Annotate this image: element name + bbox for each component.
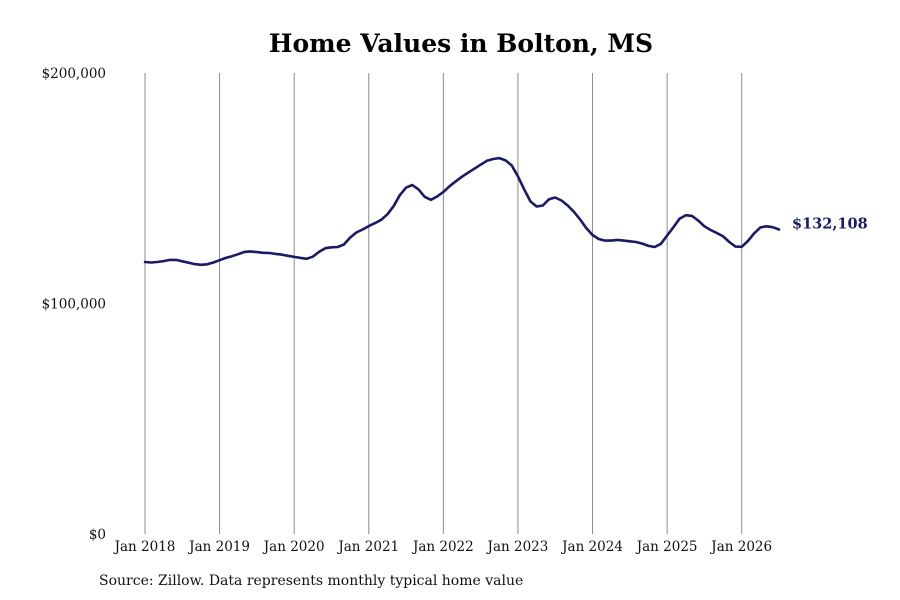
x-tick-label: Jan 2018	[113, 539, 176, 555]
chart-title: Home Values in Bolton, MS	[269, 29, 653, 58]
y-tick-label: $0	[89, 527, 106, 543]
x-tick-label: Jan 2019	[187, 539, 250, 555]
vertical-gridlines	[144, 73, 743, 534]
x-tick-label: Jan 2025	[635, 539, 698, 555]
series-line	[143, 156, 781, 267]
x-axis-ticks: Jan 2018 Jan 2019 Jan 2020 Jan 2021 Jan 2022…	[113, 539, 773, 555]
x-tick-label: Jan 2021	[336, 539, 399, 555]
y-axis-ticks: $0 $100,000 $200,000	[42, 66, 106, 543]
x-tick-label: Jan 2024	[560, 539, 623, 555]
x-tick-label: Jan 2023	[486, 539, 549, 555]
x-tick-label: Jan 2020	[262, 539, 325, 555]
x-tick-label: Jan 2022	[411, 539, 474, 555]
end-value-label: $132,108	[792, 215, 868, 232]
x-tick-label: Jan 2026	[709, 539, 772, 555]
y-tick-label: $200,000	[42, 66, 106, 82]
source-note: Source: Zillow. Data represents monthly …	[99, 573, 524, 589]
y-tick-label: $100,000	[42, 297, 106, 313]
